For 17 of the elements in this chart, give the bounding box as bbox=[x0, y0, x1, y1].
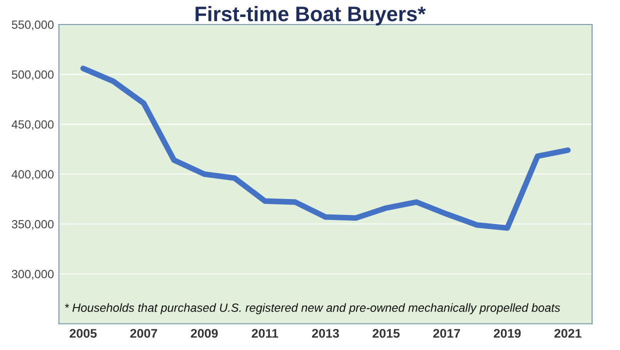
x-tick-label: 2005 bbox=[70, 328, 97, 338]
x-tick-label: 2017 bbox=[433, 328, 460, 338]
annotation: * Households that purchased U.S. registered new and pre-owned mechanically propelled boats bbox=[64, 303, 560, 314]
y-tick-label: 450,000 bbox=[12, 120, 54, 130]
y-tick-label: 500,000 bbox=[12, 70, 54, 80]
x-tick-label: 2009 bbox=[190, 328, 218, 338]
x-tick-label: 2019 bbox=[494, 328, 521, 338]
x-tick-label: 2013 bbox=[312, 328, 339, 338]
y-tick-label: 400,000 bbox=[12, 170, 54, 180]
x-tick-label: 2021 bbox=[554, 328, 582, 338]
x-tick-label: 2011 bbox=[252, 328, 278, 338]
x-tick-label: 2015 bbox=[372, 328, 400, 338]
y-tick-label: 550,000 bbox=[12, 20, 54, 30]
x-tick-label: 2007 bbox=[130, 328, 158, 338]
chart-title: First-time Boat Buyers* bbox=[196, 6, 426, 26]
y-tick-label: 350,000 bbox=[12, 220, 54, 230]
y-tick-label: 300,000 bbox=[12, 270, 54, 280]
